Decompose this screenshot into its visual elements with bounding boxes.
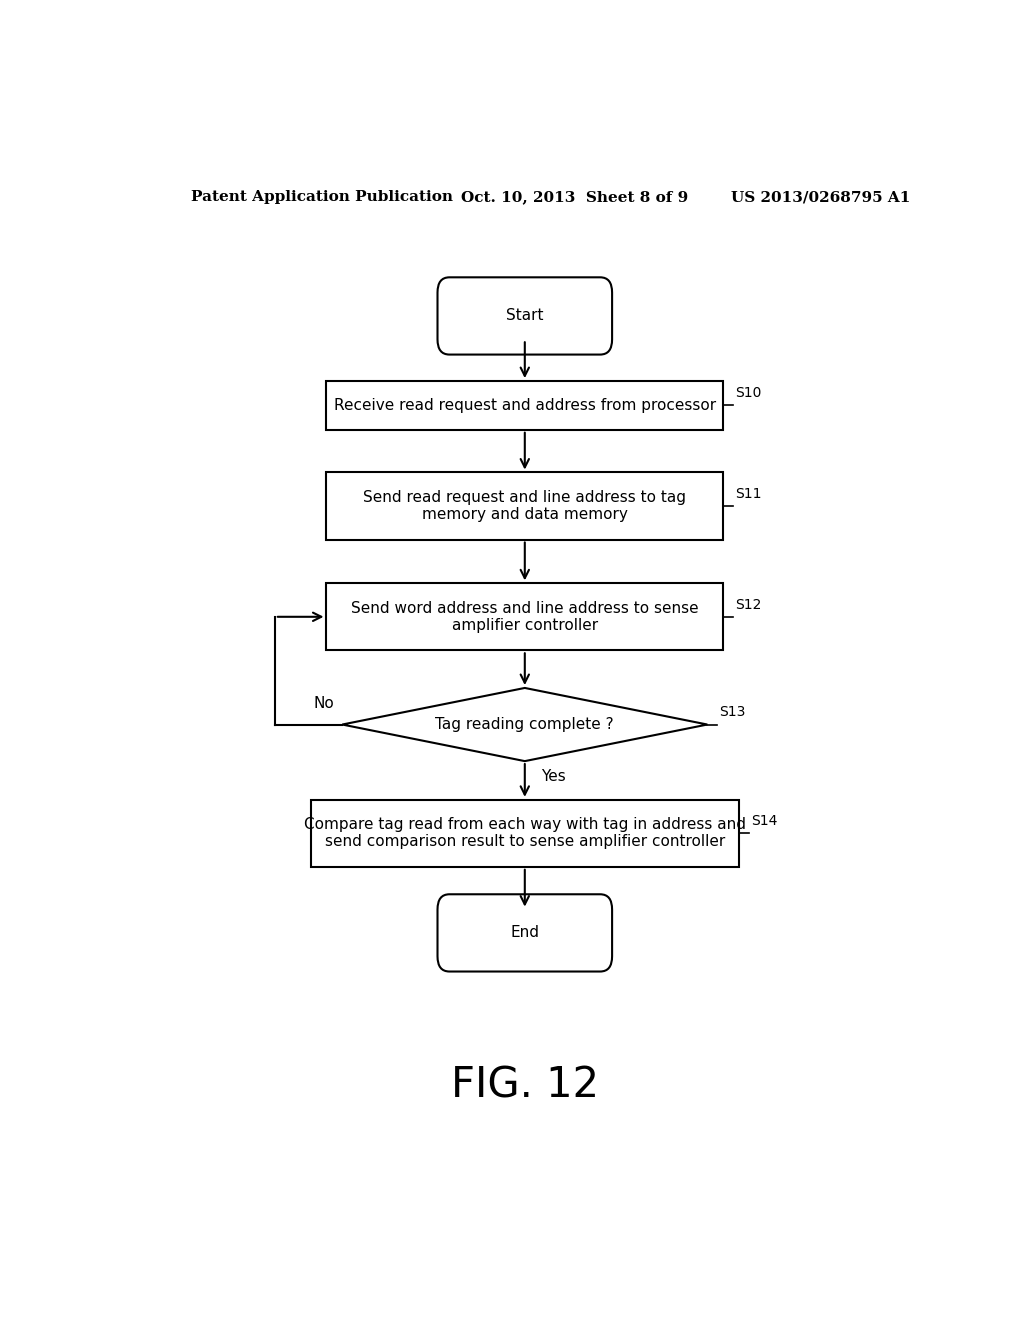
Text: Tag reading complete ?: Tag reading complete ?	[435, 717, 614, 733]
Text: S11: S11	[735, 487, 762, 500]
Polygon shape	[342, 688, 708, 762]
Text: Receive read request and address from processor: Receive read request and address from pr…	[334, 397, 716, 413]
Text: No: No	[313, 697, 334, 711]
Text: Send read request and line address to tag
memory and data memory: Send read request and line address to ta…	[364, 490, 686, 523]
FancyBboxPatch shape	[437, 277, 612, 355]
Text: S13: S13	[719, 705, 745, 719]
Text: S12: S12	[735, 598, 762, 611]
Bar	[327, 381, 723, 430]
Text: Compare tag read from each way with tag in address and
send comparison result to: Compare tag read from each way with tag …	[304, 817, 745, 850]
Text: FIG. 12: FIG. 12	[451, 1064, 599, 1106]
Text: Start: Start	[506, 309, 544, 323]
Text: Patent Application Publication: Patent Application Publication	[191, 190, 454, 205]
Bar	[327, 473, 723, 540]
Text: S10: S10	[735, 387, 762, 400]
Text: Oct. 10, 2013  Sheet 8 of 9: Oct. 10, 2013 Sheet 8 of 9	[461, 190, 688, 205]
Text: Send word address and line address to sense
amplifier controller: Send word address and line address to se…	[351, 601, 698, 634]
Text: US 2013/0268795 A1: US 2013/0268795 A1	[731, 190, 910, 205]
Text: End: End	[510, 925, 540, 940]
Bar	[310, 800, 739, 867]
Text: Yes: Yes	[541, 770, 565, 784]
Bar	[327, 583, 723, 651]
FancyBboxPatch shape	[437, 894, 612, 972]
Text: S14: S14	[751, 814, 777, 828]
